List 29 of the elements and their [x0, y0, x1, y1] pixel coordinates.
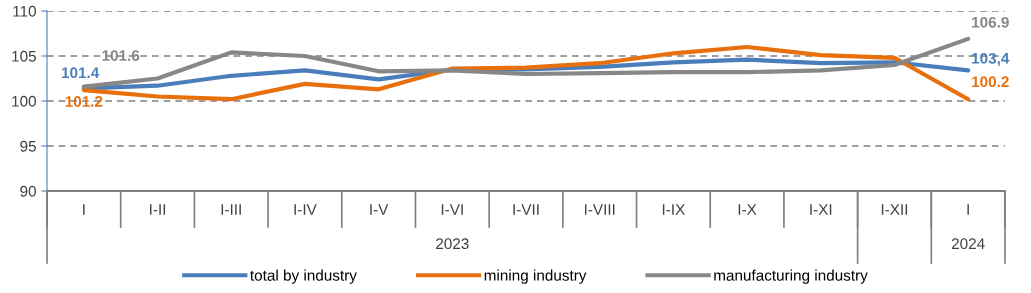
data-label: 100.2 [972, 76, 1009, 88]
x-tick-label: I [967, 204, 969, 215]
x-tick-label: I-X [738, 204, 757, 215]
legend-label: manufacturing industry [714, 269, 868, 284]
legend-label: mining industry [484, 269, 587, 284]
y-tick-label: 100 [12, 95, 36, 107]
legend-label: total by industry [250, 269, 357, 284]
x-tick-label: I-VIII [584, 204, 615, 215]
data-label: 106.9 [972, 16, 1009, 28]
y-tick-label: 110 [13, 5, 36, 17]
y-tick-label: 95 [20, 140, 36, 152]
x-tick-label: I-VI [441, 204, 463, 215]
data-label: 103,4 [972, 52, 1010, 66]
x-tick-label: I-II [150, 204, 166, 215]
x-tick-label: I-VII [513, 204, 539, 215]
x-tick-label: I [83, 204, 85, 215]
data-label: 101.6 [102, 50, 140, 61]
x-tick-label: I-V [370, 204, 389, 215]
y-tick-label: 90 [20, 185, 36, 197]
text: 2024 [951, 238, 985, 250]
x-tick-label: I-XII [881, 204, 908, 215]
x-tick-label: I-XI [810, 204, 832, 215]
y-tick-label: 105 [12, 50, 36, 62]
data-label: 101.2 [65, 96, 103, 107]
data-label: 101.4 [62, 67, 100, 79]
x-tick-label: I-IX [662, 204, 685, 215]
x-tick-label: I-III [221, 204, 241, 215]
text: 2023 [436, 238, 469, 250]
x-tick-label: I-IV [294, 204, 317, 215]
